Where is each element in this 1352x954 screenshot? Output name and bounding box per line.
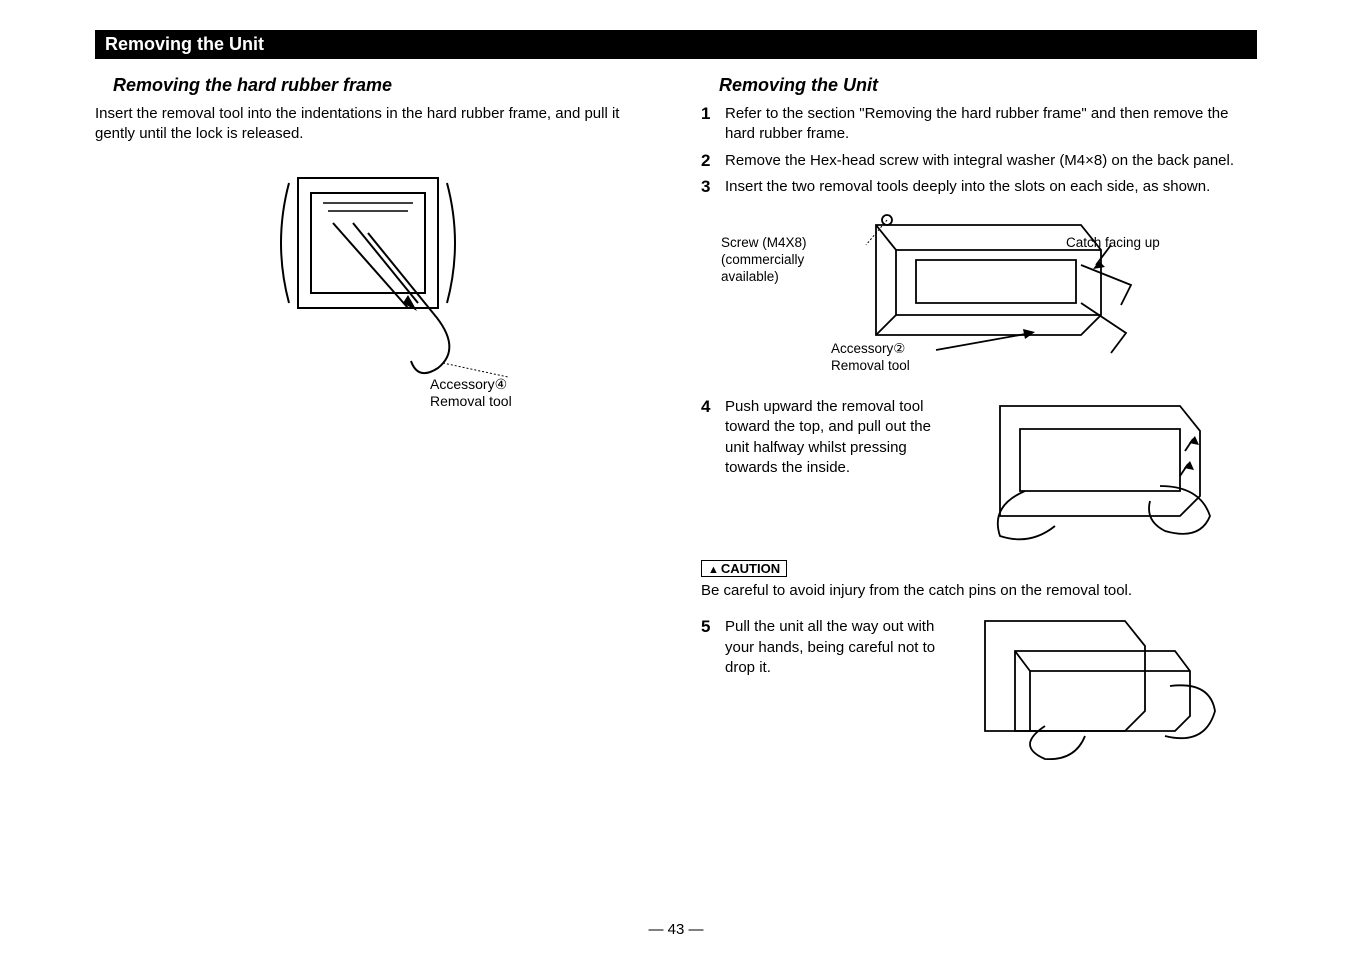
step-2-text: Remove the Hex-head screw with integral … (725, 151, 1234, 171)
screw-label-3: available) (721, 269, 807, 286)
step-4-number: 4 (701, 397, 725, 478)
step-3-text: Insert the two removal tools deeply into… (725, 177, 1210, 197)
acc2-label-1: Accessory② (831, 341, 910, 358)
step-3: 3 Insert the two removal tools deeply in… (701, 177, 1257, 197)
pull-out-diagram-icon (975, 611, 1225, 761)
step-4-text: Push upward the removal tool toward the … (725, 397, 957, 478)
left-body-text: Insert the removal tool into the indenta… (95, 104, 651, 145)
content-columns: Removing the hard rubber frame Insert th… (95, 71, 1257, 761)
warning-triangle-icon (708, 561, 721, 576)
unit-sleeve-diagram-icon (701, 205, 1221, 385)
page-number: — 43 — (0, 921, 1352, 938)
right-column: Removing the Unit 1 Refer to the section… (701, 71, 1257, 761)
step-5-text: Pull the unit all the way out with your … (725, 617, 957, 678)
step-5: 5 Pull the unit all the way out with you… (701, 617, 957, 678)
step-1-number: 1 (701, 104, 725, 145)
caution-box: CAUTION (701, 560, 787, 577)
acc2-label-2: Removal tool (831, 358, 910, 375)
step-1: 1 Refer to the section "Removing the har… (701, 104, 1257, 145)
screw-label-1: Screw (M4X8) (721, 235, 807, 252)
step-2-number: 2 (701, 151, 725, 171)
step-4-diagram (975, 391, 1225, 546)
step-5-row: 5 Pull the unit all the way out with you… (701, 611, 1257, 761)
left-column: Removing the hard rubber frame Insert th… (95, 71, 651, 761)
step-2: 2 Remove the Hex-head screw with integra… (701, 151, 1257, 171)
step-5-number: 5 (701, 617, 725, 678)
step-5-diagram (975, 611, 1225, 761)
caution-text: Be careful to avoid injury from the catc… (701, 581, 1257, 601)
step-3-diagram: Screw (M4X8) (commercially available) Ca… (701, 205, 1257, 385)
diagram-label-screw: Screw (M4X8) (commercially available) (721, 235, 807, 286)
right-sub-heading: Removing the Unit (719, 75, 1257, 96)
section-header: Removing the Unit (95, 30, 1257, 59)
screw-label-2: (commercially (721, 252, 807, 269)
step-4: 4 Push upward the removal tool toward th… (701, 397, 957, 478)
diagram-label-catch: Catch facing up (1066, 235, 1160, 252)
step-4-row: 4 Push upward the removal tool toward th… (701, 391, 1257, 546)
step-1-text: Refer to the section "Removing the hard … (725, 104, 1257, 145)
diagram-label-accessory2: Accessory② Removal tool (831, 341, 910, 375)
step-3-number: 3 (701, 177, 725, 197)
left-sub-heading: Removing the hard rubber frame (113, 75, 651, 96)
caution-label: CAUTION (721, 561, 780, 576)
push-upward-diagram-icon (975, 391, 1225, 546)
